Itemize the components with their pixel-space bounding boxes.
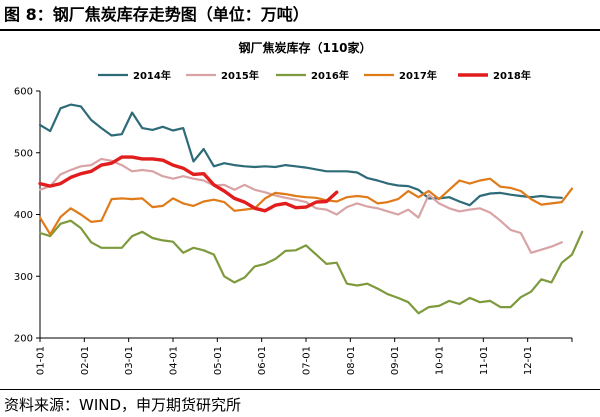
y-tick-label: 300: [14, 272, 33, 283]
x-tick-label: 04-01: [169, 346, 180, 375]
legend-label: 2017年: [399, 69, 437, 82]
legend-label: 2015年: [221, 69, 259, 82]
figure-title-rule: [0, 29, 600, 31]
x-ticks: 01-01 02-01 03-01 04-01 05-01 06-01 07-01 08-01…: [36, 338, 573, 375]
x-tick-label: 06-01: [257, 346, 268, 375]
legend-label: 2014年: [133, 69, 171, 82]
figure-title: 图 8：钢厂焦炭库存走势图（单位：万吨）: [4, 5, 309, 24]
y-tick-label: 600: [14, 87, 33, 98]
x-tick-label: 05-01: [213, 346, 224, 375]
y-tick-label: 200: [14, 334, 33, 345]
series-lines: [38, 103, 584, 315]
x-tick-label: 12-01: [523, 346, 534, 375]
x-tick-label: 10-01: [435, 346, 446, 375]
legend-label: 2018年: [493, 69, 531, 82]
chart-title: 钢厂焦炭库存（110家）: [238, 40, 371, 55]
y-ticks: 200 300 400 500 600: [14, 87, 40, 345]
series-line-2014年: [38, 103, 563, 207]
x-tick-label: 09-01: [390, 346, 401, 375]
legend: 2014年 2015年 2016年 2017年 2018年: [98, 69, 531, 82]
series-line-2018年: [38, 155, 339, 213]
x-tick-label: 07-01: [302, 346, 313, 375]
x-tick-label: 03-01: [124, 346, 135, 375]
y-tick-label: 400: [14, 210, 33, 221]
series-line-2016年: [38, 219, 584, 315]
source-rule: [0, 389, 600, 390]
y-tick-label: 500: [14, 148, 33, 159]
series-line-2015年: [38, 157, 563, 254]
legend-label: 2016年: [311, 69, 349, 82]
x-tick-label: 02-01: [80, 346, 91, 375]
series-line-2017年: [38, 177, 574, 236]
x-tick-label: 08-01: [346, 346, 357, 375]
x-tick-label: 11-01: [479, 346, 490, 375]
line-chart: 钢厂焦炭库存（110家） 2014年 2015年 2016年 2017年 2018年 2…: [14, 40, 584, 375]
source-note: 资料来源：WIND，申万期货研究所: [4, 396, 242, 414]
x-tick-label: 01-01: [36, 346, 47, 375]
